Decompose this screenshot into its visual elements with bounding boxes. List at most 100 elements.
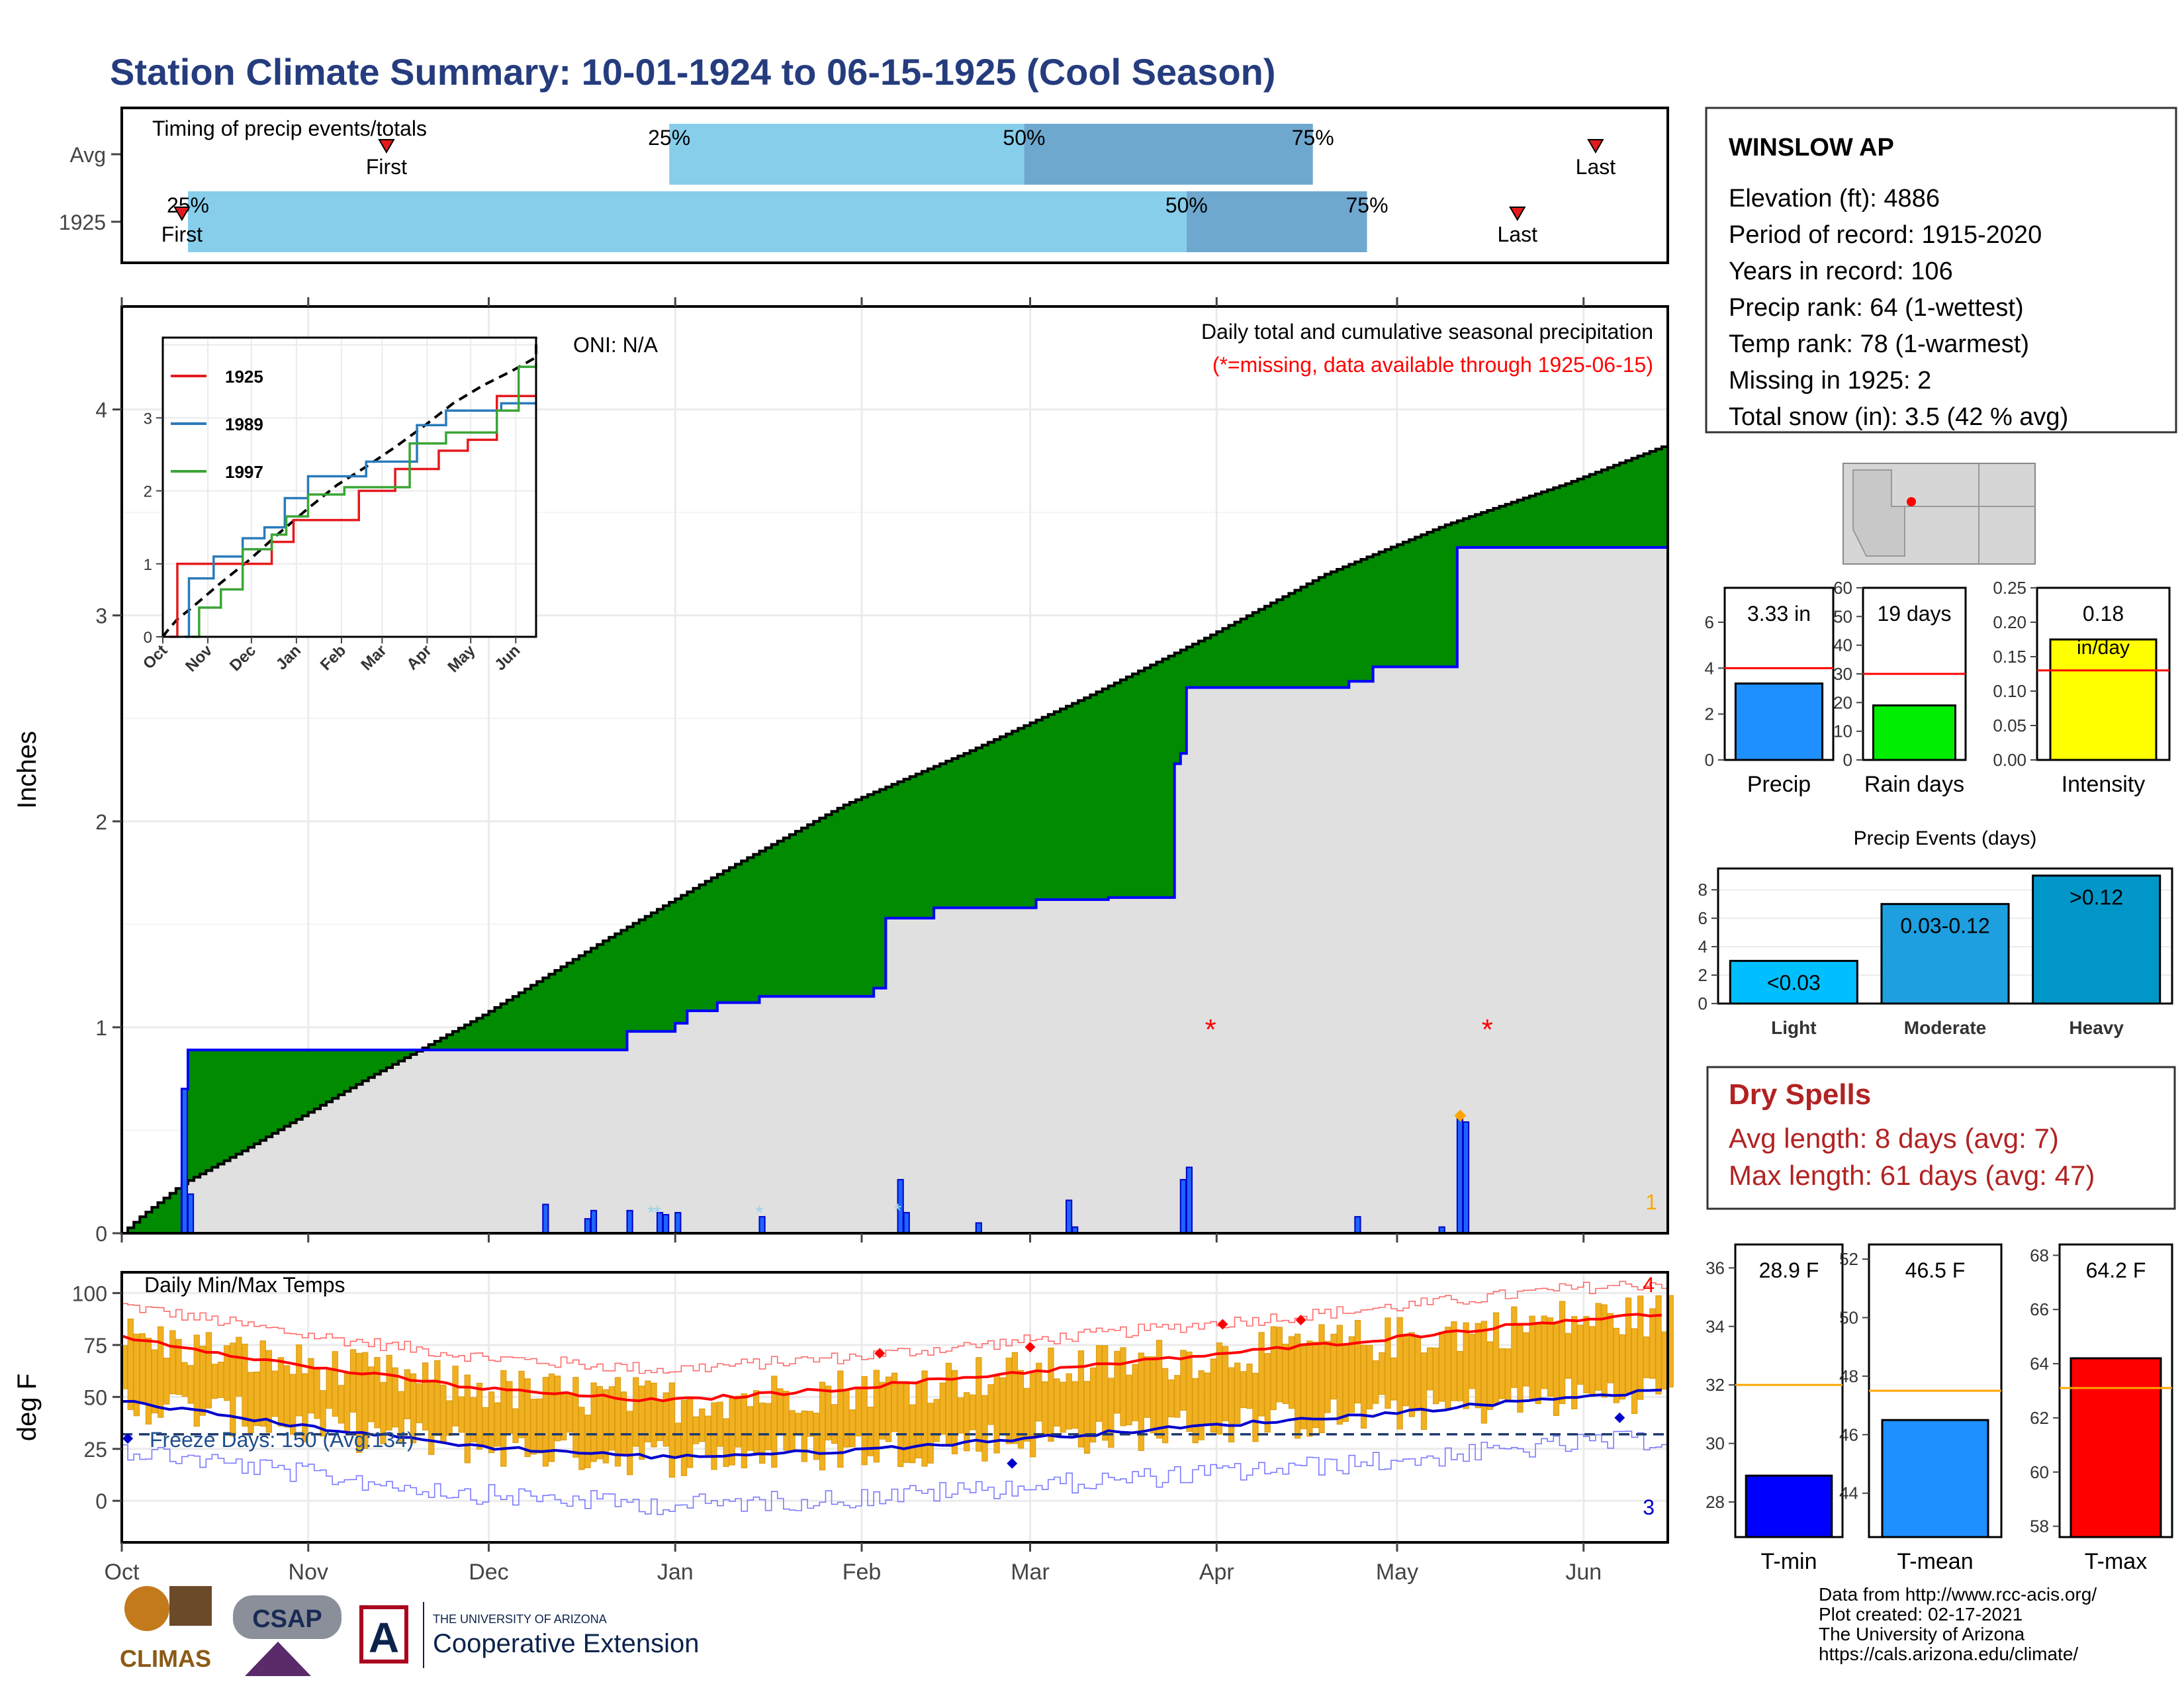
temp-daily-range-bar (428, 1380, 435, 1455)
temp-daily-range-bar (548, 1373, 555, 1462)
temp-daily-range-bar (169, 1330, 176, 1395)
precip-caption: Daily total and cumulative seasonal prec… (1201, 320, 1653, 344)
precip-daily-bar (674, 1211, 682, 1235)
temp-daily-range-bar (711, 1402, 717, 1470)
temp-daily-range-bar (224, 1345, 230, 1401)
precip-daily-bar (584, 1218, 592, 1234)
temp-record-high-line (122, 1280, 1668, 1374)
temp-summary-t-mean-ytick-label: 48 (1839, 1366, 1858, 1386)
precip-daily-bar (1179, 1179, 1187, 1234)
summary-rain-days-ytick-label: 20 (1833, 692, 1852, 712)
temp-daily-range-bar (843, 1389, 850, 1448)
precip-1925-cumulative-line (122, 546, 1668, 1235)
temp-daily-range-bar (332, 1351, 338, 1417)
temp-daily-range-bar (1180, 1350, 1187, 1411)
temp-daily-range-bar (1060, 1382, 1066, 1433)
temp-daily-range-bar (1089, 1367, 1097, 1443)
precip-events-bar-heavy (2032, 874, 2161, 1005)
station-line-0: Elevation (ft): 4886 (1729, 185, 1940, 212)
temp-daily-range-bar (362, 1352, 369, 1449)
temp-daily-range-bar (765, 1403, 772, 1450)
temp-daily-range-bar (651, 1382, 657, 1448)
temp-daily-range-bar (338, 1385, 345, 1424)
temp-daily-range-bar (567, 1392, 573, 1433)
temp-summary-t-max-ytick-label: 68 (2030, 1245, 2049, 1265)
month-label-oct: Oct (105, 1560, 140, 1585)
temp-daily-range-bar (1649, 1308, 1656, 1379)
footer-line-2: The University of Arizona (1819, 1624, 2025, 1644)
temp-daily-range-bar (236, 1336, 242, 1397)
temp-daily-range-bar (554, 1376, 561, 1442)
temp-freeze-label: Freeze Days: 150 (Avg:134) (150, 1428, 414, 1452)
temp-daily-range-bar (819, 1382, 826, 1471)
temp-daily-range-bar (1174, 1375, 1181, 1418)
temp-daily-range-bar (596, 1385, 603, 1460)
temp-daily-range-bar (735, 1395, 741, 1448)
month-label-jun: Jun (1565, 1560, 1602, 1585)
temp-daily-range-bar (349, 1349, 357, 1413)
station-info-box (1705, 107, 2177, 434)
timing-marker-last-y1925 (1509, 207, 1526, 221)
temp-daily-range-bar (464, 1374, 471, 1464)
temp-daily-range-bar (578, 1407, 585, 1470)
temp-daily-range-bar (410, 1373, 417, 1444)
temp-daily-range-bar (500, 1370, 507, 1467)
temp-summary-t-max-ytick-label: 64 (2030, 1354, 2049, 1374)
temp-daily-range-bar (999, 1377, 1006, 1435)
temp-daily-range-bar (680, 1399, 688, 1476)
temp-daily-range-bar (536, 1398, 543, 1454)
temp-daily-range-bar (602, 1389, 609, 1464)
precip-events-ytick-label: 4 (1698, 937, 1707, 957)
temp-daily-range-bar (1023, 1387, 1030, 1442)
temp-record-low-marker (122, 1433, 134, 1444)
summary-precip-ytick-label: 4 (1705, 658, 1714, 678)
precip-missing-marker: * (1482, 1013, 1493, 1046)
temp-daily-range-bar (1216, 1342, 1223, 1435)
temp-daily-range-bar (1523, 1332, 1529, 1387)
locator-map-arizona (1852, 469, 1905, 557)
temp-daily-range-bar (1192, 1378, 1199, 1444)
precip-ytick-label: 3 (95, 604, 107, 628)
inset-legend-label: 1925 (225, 367, 263, 387)
temp-daily-range-bar (1439, 1331, 1445, 1402)
station-line-4: Temp rank: 78 (1-warmest) (1729, 330, 2029, 358)
station-line-6: Total snow (in): 3.5 (42 % avg) (1729, 403, 2068, 431)
timing-marker-first-y1925 (173, 207, 191, 221)
temp-record-low-marker (1007, 1458, 1018, 1469)
precip-events-ytick-label: 2 (1698, 965, 1707, 985)
precip-events-bar-label-moderate: 0.03-0.12 (1900, 914, 1989, 938)
temp-daily-range-bar (1240, 1371, 1247, 1409)
climas-logo-mark (124, 1586, 169, 1631)
temp-summary-t-max-name: T-max (2085, 1549, 2147, 1574)
temp-record-high-marker (1295, 1315, 1306, 1326)
temp-daily-range-bar (608, 1386, 615, 1451)
temp-daily-range-bar (1553, 1323, 1560, 1417)
precip-daily-bar (662, 1214, 670, 1234)
temp-daily-range-bar (253, 1371, 260, 1427)
temp-daily-range-bar (271, 1370, 279, 1417)
temp-daily-range-bar (193, 1335, 200, 1427)
climas-logo-text: CLIMAS (120, 1645, 211, 1672)
summary-rain-days-ytick-label: 50 (1833, 606, 1852, 626)
temp-record-low-marker (1614, 1412, 1625, 1423)
temp-daily-range-bar (1342, 1344, 1349, 1422)
temp-daily-range-bar (1138, 1352, 1144, 1451)
temp-daily-range-bar (668, 1382, 675, 1478)
timing-row-label-avg: Avg (69, 143, 106, 167)
precip-average-cumulative-line (122, 444, 1669, 1235)
temp-daily-range-bar (1661, 1331, 1668, 1390)
temp-daily-range-bar (1186, 1351, 1193, 1432)
temp-daily-range-bar (1547, 1317, 1554, 1397)
temp-record-high-marker (1217, 1319, 1228, 1330)
climas-logo-block (169, 1586, 212, 1626)
temp-daily-range-bar (1102, 1345, 1109, 1441)
temp-daily-range-bar (1066, 1373, 1072, 1430)
precip-daily-bar (181, 1088, 189, 1234)
temp-daily-range-bar (662, 1392, 669, 1447)
dry-spells-line-0: Avg length: 8 days (avg: 7) (1729, 1123, 2059, 1154)
temp-daily-range-bar (374, 1357, 381, 1429)
temp-daily-range-bar (885, 1376, 892, 1442)
temp-daily-range-bar (807, 1411, 814, 1437)
summary-intensity-ytick-label: 0.25 (1993, 578, 2026, 598)
temp-daily-range-bar (139, 1333, 146, 1405)
